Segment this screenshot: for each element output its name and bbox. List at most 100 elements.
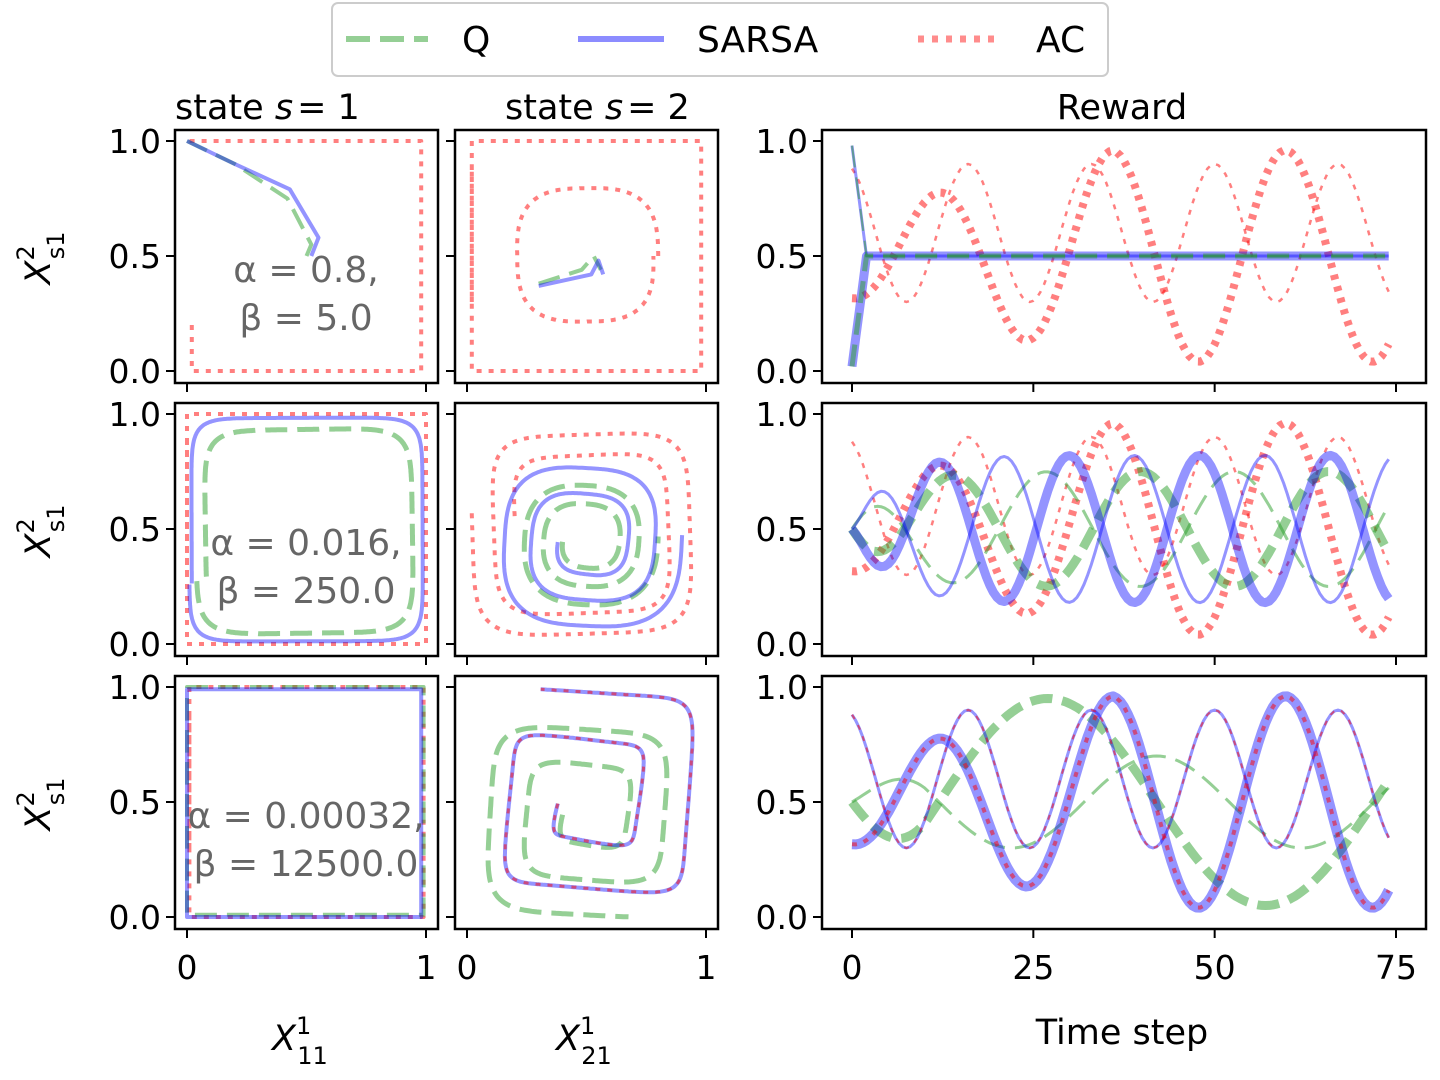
series-ac-r1-c2 <box>469 139 704 373</box>
ytick-label: 0.0 <box>109 352 161 391</box>
ytick-label: 1.0 <box>109 395 161 434</box>
panel-frame <box>820 401 1428 658</box>
series-sarsa-r2-c1 <box>187 415 425 644</box>
series-ac-r2-c3 <box>851 419 1393 639</box>
series-q-r2-c2 <box>521 482 661 608</box>
panel-r2-c3: 0.0 0.5 1.0 <box>756 395 1428 665</box>
series-q-r1-c3 <box>849 253 1389 367</box>
panel-frame <box>453 128 720 385</box>
col-title-state-1: state s = 1 <box>175 88 360 128</box>
ylabel-r2: X2s1 <box>12 504 70 559</box>
legend-sarsa-label: SARSA <box>697 20 819 61</box>
series-q-r2-c1 <box>194 426 416 637</box>
ytick-label: 1.0 <box>756 395 808 434</box>
ytick-label: 1.0 <box>109 122 161 161</box>
alpha-label: α = 0.00032, <box>187 796 424 837</box>
legend-q-label: Q <box>462 20 490 61</box>
ytick-label: 0.0 <box>756 352 808 391</box>
beta-label: β = 250.0 <box>216 571 395 612</box>
panel-series-r3-c3 <box>848 691 1394 913</box>
legend-ac-label: AC <box>1036 20 1085 61</box>
ytick-label: 0.5 <box>109 510 161 549</box>
ytick-label: 1.0 <box>756 122 808 161</box>
beta-label: β = 12500.0 <box>194 844 419 885</box>
xtick-label: 0 <box>842 948 863 987</box>
series-sarsa-r2-c2 <box>501 465 685 629</box>
panel-r2-c2 <box>446 401 720 665</box>
beta-label: β = 5.0 <box>239 298 372 339</box>
series-q-r3-c3 <box>851 754 1390 850</box>
legend-box <box>331 2 1109 77</box>
series-sarsa-r3-c2 <box>502 687 695 895</box>
panel-r1-c2 <box>446 128 720 392</box>
series-q-r3-c2 <box>485 725 670 920</box>
xtick-label: 0 <box>457 948 478 987</box>
series-q-r3-c1 <box>185 685 426 917</box>
xtick-label: 75 <box>1375 948 1417 987</box>
panel-series-r2-c3 <box>848 419 1393 639</box>
series-sarsa-r1-c3 <box>847 251 1390 367</box>
panel-series-r2-c1 <box>185 412 428 646</box>
series-sarsa-r3-c1 <box>185 687 424 919</box>
series-q-r2-c3 <box>850 470 1391 588</box>
series-sarsa-r2-c3 <box>850 453 1390 605</box>
panel-r1-c1: 0.0 0.5 1.0 <box>109 122 440 392</box>
ytick-label: 0.5 <box>109 237 161 276</box>
ytick-label: 0.5 <box>756 237 808 276</box>
legend: Q SARSA AC <box>331 2 1109 77</box>
param-annotation-r2: α = 0.016, β = 250.0 <box>210 523 401 612</box>
xtick-label: 0 <box>177 948 198 987</box>
panel-series-r1-c3 <box>847 145 1393 367</box>
panel-r3-c1: 0.0 0.5 1.0 0 1 <box>109 668 440 987</box>
series-sarsa-r2-c3 <box>848 450 1393 608</box>
panel-series-r3-c2 <box>485 687 695 920</box>
xlabel-time-step: Time step <box>1035 1013 1209 1053</box>
alpha-label: α = 0.8, <box>233 250 378 291</box>
series-q-r3-c3 <box>848 694 1393 910</box>
series-ac-r1-c2 <box>515 186 661 324</box>
series-sarsa-r1-c2 <box>538 258 606 288</box>
panel-r3-c3: 0.0 0.5 1.0 0 25 50 75 <box>756 668 1428 987</box>
ylabel-r3: X2s1 <box>12 777 70 832</box>
series-ac-r3-c3 <box>851 694 1391 910</box>
xtick-label: 1 <box>696 948 717 987</box>
param-annotation-r1: α = 0.8, β = 5.0 <box>233 250 378 339</box>
series-ac-r3-c1 <box>187 685 426 919</box>
series-sarsa-r1-c3 <box>850 145 1389 258</box>
series-sarsa-r1-c1 <box>186 139 321 257</box>
series-q-r1-c2 <box>538 254 603 286</box>
ylabel-r1: X2s1 <box>12 231 70 286</box>
series-q-r1-c3 <box>851 145 1389 257</box>
series-sarsa-r3-c3 <box>850 691 1394 913</box>
col-title-state-2: state s = 2 <box>505 88 690 128</box>
panel-series-r1-c1 <box>186 139 424 373</box>
col-title-reward: Reward <box>1057 88 1187 128</box>
xtick-label: 50 <box>1194 948 1236 987</box>
ytick-label: 0.5 <box>109 783 161 822</box>
series-q-r2-c3 <box>848 467 1393 591</box>
series-q-r1-c1 <box>186 139 314 257</box>
alpha-label: α = 0.016, <box>210 523 401 564</box>
ytick-label: 0.0 <box>756 625 808 664</box>
xlabel-col2: X1 21 <box>554 1012 612 1070</box>
xtick-label: 1 <box>416 948 437 987</box>
ytick-label: 1.0 <box>109 668 161 707</box>
xtick-label: 25 <box>1012 948 1054 987</box>
series-ac-r2-c2 <box>469 431 694 637</box>
panel-series-r3-c1 <box>185 685 426 919</box>
panel-series-r1-c2 <box>469 139 704 373</box>
panel-r1-c3: 0.0 0.5 1.0 <box>756 122 1428 392</box>
ytick-label: 0.0 <box>109 898 161 937</box>
ytick-label: 0.0 <box>109 625 161 664</box>
panel-series-r2-c2 <box>469 431 694 637</box>
panel-r2-c1: 0.0 0.5 1.0 <box>109 395 440 665</box>
xlabel-col1: X1 11 <box>270 1012 328 1070</box>
ytick-label: 0.5 <box>756 783 808 822</box>
ytick-label: 0.5 <box>756 510 808 549</box>
panel-frame <box>453 674 720 931</box>
ytick-label: 1.0 <box>756 668 808 707</box>
ytick-label: 0.0 <box>756 898 808 937</box>
series-sarsa-r3-c3 <box>850 708 1391 850</box>
